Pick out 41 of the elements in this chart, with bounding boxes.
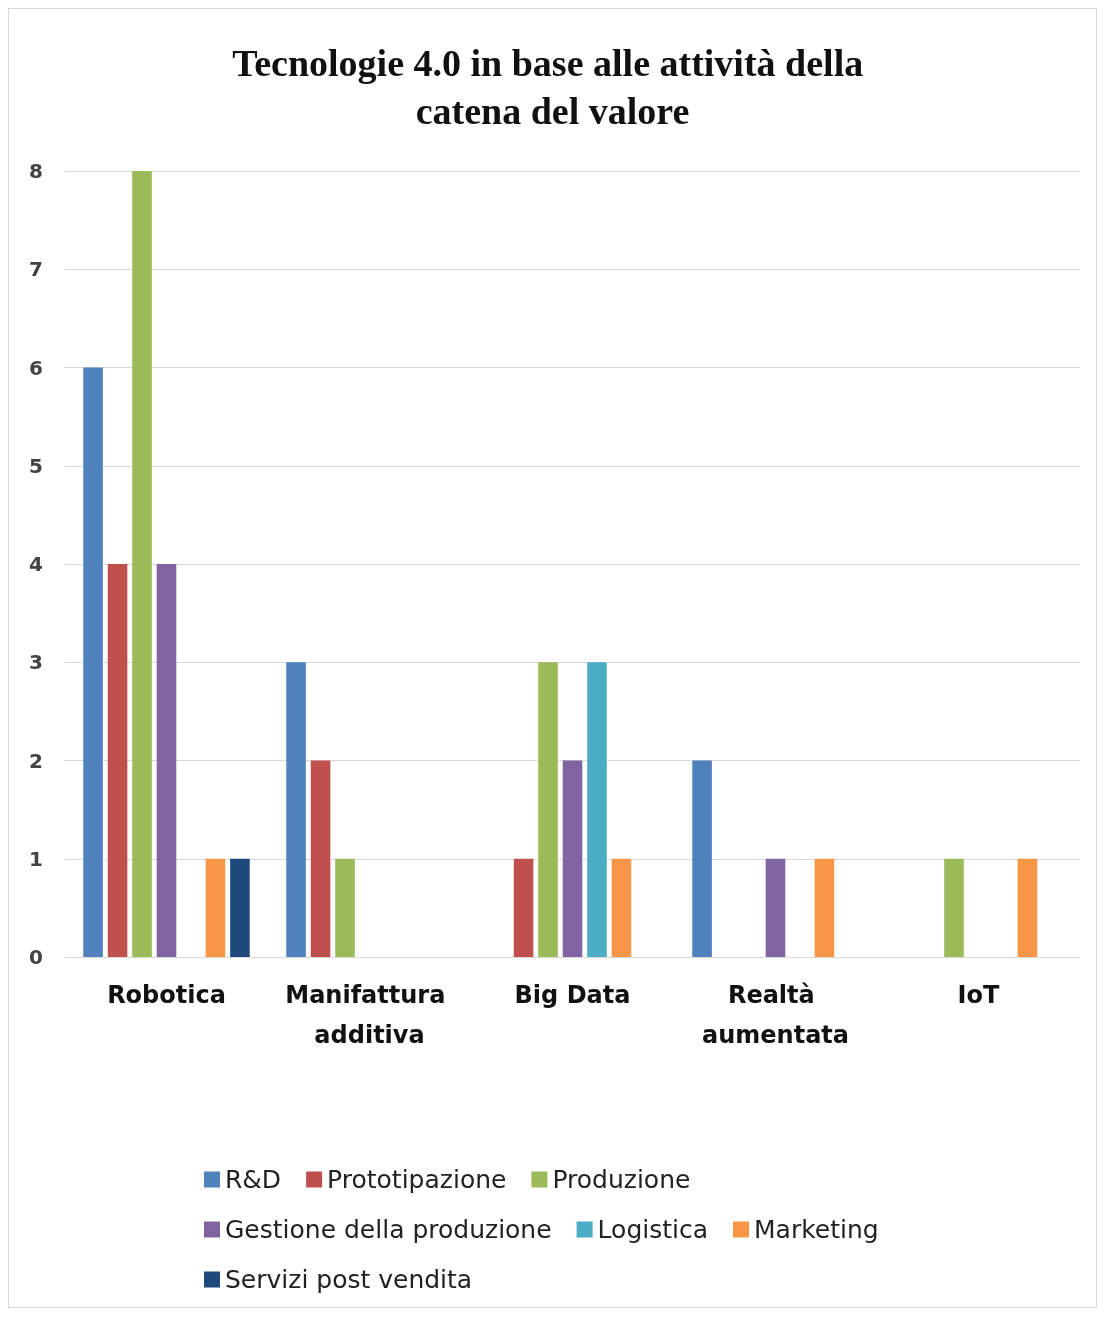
y-tick-label: 4: [29, 552, 43, 576]
bar: [335, 858, 355, 957]
bar: [107, 564, 128, 957]
bar: [83, 367, 103, 957]
legend-label: Produzione: [552, 1165, 691, 1194]
y-tick-label: 7: [29, 257, 43, 282]
bar: [513, 858, 534, 957]
legend-label: R&D: [225, 1165, 282, 1194]
x-tick-label: Robotica: [107, 981, 226, 1009]
y-tick-label: 2: [29, 748, 43, 773]
bar: [156, 564, 177, 957]
y-tick-label: 8: [29, 159, 43, 183]
x-tick-label: IoT: [957, 981, 1001, 1009]
legend-label: Logistica: [597, 1215, 709, 1244]
bar: [205, 858, 226, 957]
y-tick-label: 0: [29, 945, 43, 969]
bar: [562, 760, 583, 957]
bar: [944, 858, 964, 957]
y-tick-label: 3: [29, 650, 43, 675]
legend-label: Servizi post vendita: [225, 1265, 473, 1294]
bar: [310, 760, 331, 957]
y-tick-label: 5: [29, 453, 43, 478]
legend-label: Marketing: [754, 1215, 879, 1244]
bar: [1017, 858, 1038, 957]
bar: [132, 171, 152, 957]
bar: [587, 662, 607, 957]
bar: [814, 858, 835, 957]
bar: [230, 858, 250, 957]
bar: [765, 858, 786, 957]
x-tick-label: Big Data: [514, 981, 631, 1009]
bar: [692, 760, 712, 957]
x-tick-label: Realtà aumentata: [702, 981, 849, 1049]
bar: [538, 662, 558, 957]
y-tick-label: 1: [29, 846, 43, 871]
bar: [611, 858, 632, 957]
legend-label: Prototipazione: [327, 1165, 507, 1194]
x-tick-label: Manifattura additiva: [285, 981, 454, 1049]
chart-title: Tecnologie 4.0 in base alle attività della catena del valore: [232, 42, 873, 132]
legend-label: Gestione della produzione: [225, 1215, 552, 1244]
bar: [286, 662, 306, 957]
y-tick-label: 6: [29, 355, 43, 380]
